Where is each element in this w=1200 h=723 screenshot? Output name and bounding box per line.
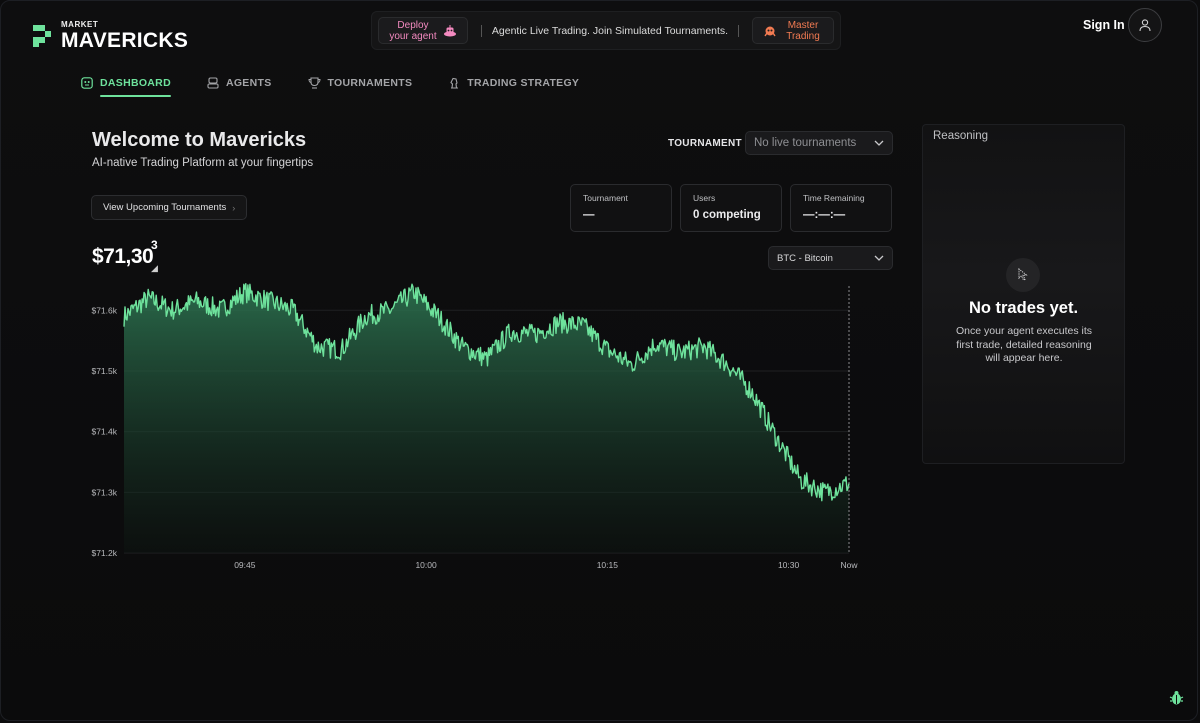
tournament-card: Tournament —: [570, 184, 672, 232]
brand-name: MAVERICKS: [61, 29, 189, 52]
sign-in-link[interactable]: Sign In: [1083, 18, 1125, 32]
robot-icon: [444, 24, 456, 36]
user-icon: [1139, 19, 1151, 32]
coin-select[interactable]: BTC - Bitcoin: [768, 246, 893, 270]
coin-select-value: BTC - Bitcoin: [777, 252, 833, 264]
price-last-digit: 3: [151, 238, 158, 252]
price-line: [123, 283, 850, 502]
master-trading-button[interactable]: Master Trading: [752, 17, 834, 44]
reasoning-title: Reasoning: [933, 130, 988, 142]
card-value: 0 competing: [693, 209, 761, 221]
promo-divider: [480, 24, 482, 37]
promo-tagline: Agentic Live Trading. Join Simulated Tou…: [491, 24, 729, 37]
dashboard-icon: [81, 77, 93, 89]
x-tick-label: 09:45: [234, 560, 256, 570]
users-card: Users 0 competing: [680, 184, 782, 232]
trophy-icon: [308, 77, 321, 89]
x-tick-label: Now: [840, 560, 858, 570]
view-upcoming-tournaments-button[interactable]: View Upcoming Tournaments ›: [91, 195, 248, 220]
promo-divider: [738, 24, 740, 37]
promo-banner: Deploy your agent Agentic Live Trading. …: [371, 11, 841, 50]
robot-icon: [207, 77, 219, 89]
nav-trading-strategy-label: TRADING STRATEGY: [467, 77, 580, 89]
y-axis: $71.6k $71.5k $71.4k $71.3k $71.2k: [91, 305, 117, 558]
brand-small-text: MARKET: [61, 20, 99, 29]
card-label: Tournament: [583, 193, 628, 203]
y-tick-label: $71.5k: [91, 366, 117, 376]
card-label: Users: [693, 193, 716, 203]
deploy-agent-label: Deploy your agent: [389, 19, 437, 42]
x-axis: 09:45 10:00 10:15 10:30 Now: [234, 560, 858, 570]
tournament-label: TOURNAMENT: [668, 138, 742, 149]
empty-state-description: Once your agent executes its first trade…: [956, 325, 1092, 364]
brand-logo[interactable]: MARKET MAVERICKS: [31, 21, 188, 51]
page-subtitle: AI-native Trading Platform at your finge…: [92, 157, 314, 169]
nav-trading-strategy[interactable]: TRADING STRATEGY: [448, 77, 579, 89]
pointer-icon: [1006, 258, 1040, 292]
card-value: —: [583, 209, 595, 221]
price-change-arrow-icon: ◢: [151, 263, 158, 273]
reasoning-panel: Reasoning No trades yet. Once your agent…: [922, 124, 1125, 464]
tournament-select-value: No live tournaments: [754, 137, 857, 149]
x-tick-label: 10:30: [778, 560, 800, 570]
user-avatar-button[interactable]: [1128, 8, 1162, 42]
x-tick-label: 10:00: [415, 560, 437, 570]
time-remaining-card: Time Remaining —:—:—: [790, 184, 892, 232]
fire-icon: [764, 26, 776, 36]
y-tick-label: $71.3k: [91, 487, 117, 497]
nav-agents-label: AGENTS: [225, 77, 272, 89]
chess-knight-icon: [450, 77, 459, 89]
view-upcoming-label: View Upcoming Tournaments: [103, 202, 227, 213]
nav-tournaments-label: TOURNAMENTS: [327, 77, 413, 89]
y-tick-label: $71.2k: [91, 548, 117, 558]
nav-tournaments[interactable]: TOURNAMENTS: [308, 77, 413, 89]
y-tick-label: $71.6k: [91, 305, 117, 315]
page-title: Welcome to Mavericks: [92, 129, 307, 151]
deploy-agent-button[interactable]: Deploy your agent: [378, 17, 468, 44]
tournament-select[interactable]: No live tournaments: [745, 131, 893, 155]
card-label: Time Remaining: [803, 193, 865, 203]
x-tick-label: 10:15: [597, 560, 619, 570]
chevron-down-icon: [874, 255, 884, 261]
bug-icon[interactable]: [1169, 690, 1184, 706]
chevron-down-icon: [874, 140, 884, 146]
price-chart[interactable]: $71.6k $71.5k $71.4k $71.3k $71.2k 09:45 10:0…: [81, 281, 881, 581]
price-area: [124, 283, 849, 553]
master-trading-label: Master Trading: [786, 19, 820, 42]
current-price: $71,30: [92, 245, 154, 268]
card-value: —:—:—: [803, 209, 846, 221]
main-nav: DASHBOARD AGENTS TOURNAMENTS TRADING STR…: [81, 77, 615, 97]
logo-mark-icon: [33, 25, 51, 47]
chevron-right-icon: ›: [232, 202, 236, 213]
empty-state-title: No trades yet.: [968, 299, 1079, 317]
nav-dashboard-label: DASHBOARD: [100, 77, 171, 89]
y-tick-label: $71.4k: [91, 427, 117, 437]
nav-agents[interactable]: AGENTS: [207, 77, 272, 89]
nav-dashboard[interactable]: DASHBOARD: [81, 77, 171, 97]
